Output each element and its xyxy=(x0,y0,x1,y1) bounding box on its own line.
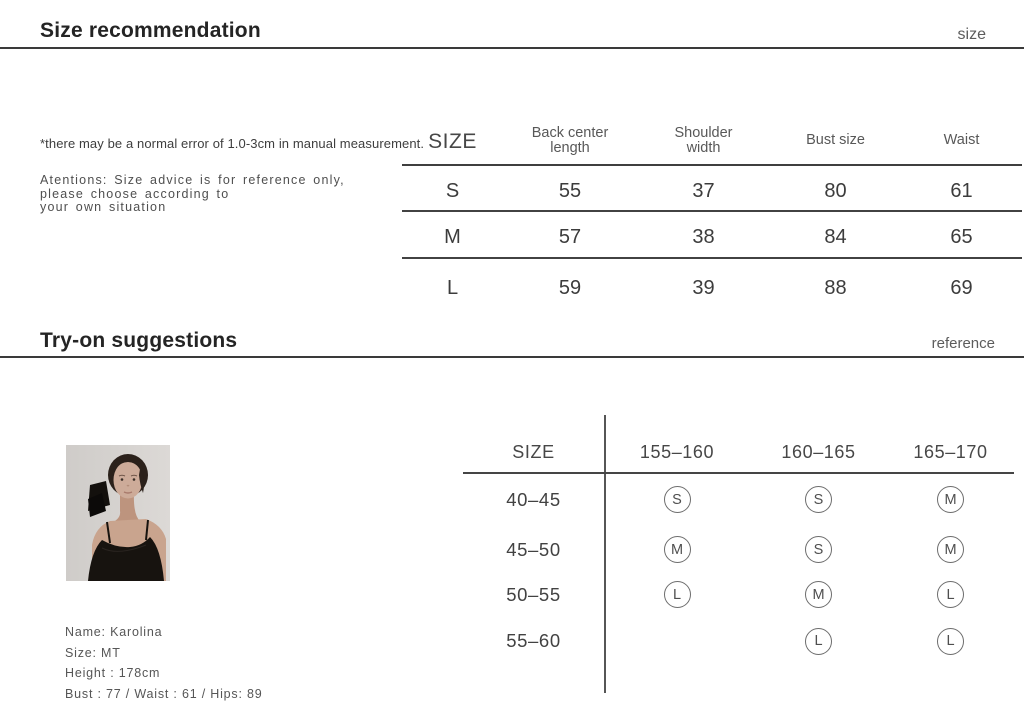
model-photo xyxy=(66,445,170,581)
tryon-table-header-divider xyxy=(463,472,1014,474)
model-portrait-illustration xyxy=(66,445,170,581)
size-table-cell: 61 xyxy=(950,179,973,202)
size-table-cell: 80 xyxy=(824,179,847,202)
size-table-cell: 88 xyxy=(824,276,847,299)
size-badge: M xyxy=(663,536,691,563)
size-badge: S xyxy=(805,486,832,513)
size-table-row-m: M 57 38 84 65 xyxy=(402,212,1022,259)
tryon-cell: S xyxy=(604,472,750,527)
tryon-header-155-160: 155–160 xyxy=(639,442,715,462)
size-table-cell: 59 xyxy=(558,276,582,299)
tryon-cell: M xyxy=(604,527,750,572)
size-table-header-bust-size: Bust size xyxy=(806,132,865,149)
tryon-table: SIZE 155–160 160–165 165–170 40–45 S S M… xyxy=(463,414,1014,694)
tryon-header-160-165: 160–165 xyxy=(781,442,856,462)
tryon-cell: M xyxy=(887,472,1014,527)
tryon-cell: S xyxy=(750,527,887,572)
attention-line: your own situation xyxy=(40,200,167,214)
tryon-cell: M xyxy=(750,572,887,617)
size-table-row-l: L 59 39 88 69 xyxy=(402,259,1022,311)
size-table-cell: 39 xyxy=(692,276,715,299)
size-badge: M xyxy=(937,486,964,513)
header-line: width xyxy=(686,140,721,156)
model-info: Name: Karolina Size: MT Height : 178cm B… xyxy=(65,622,263,704)
size-table-cell: S xyxy=(445,179,460,202)
tryon-cell xyxy=(604,617,750,665)
tryon-header-size: SIZE xyxy=(512,442,555,462)
size-table-cell: 57 xyxy=(558,226,582,248)
size-badge: S xyxy=(663,486,691,513)
corner-label-size: size xyxy=(957,26,986,43)
section-divider-top xyxy=(0,47,1024,49)
size-badge: L xyxy=(937,581,964,608)
model-measurements: Bust : 77 / Waist : 61 / Hips: 89 xyxy=(65,686,263,701)
size-table-cell: 37 xyxy=(692,179,715,202)
tryon-header-165-170: 165–170 xyxy=(913,442,988,462)
size-badge: L xyxy=(805,627,832,655)
size-badge: S xyxy=(805,536,832,563)
size-badge: L xyxy=(937,627,964,655)
size-table-header-shoulder-width: Shoulder width xyxy=(637,124,770,157)
size-table-header-size: SIZE xyxy=(428,129,477,153)
section-title-size-recommendation: Size recommendation xyxy=(40,19,261,42)
corner-label-reference: reference xyxy=(931,335,995,352)
header-line: Shoulder xyxy=(674,124,733,141)
size-table-header-back-center-length: Back center length xyxy=(503,124,637,157)
tryon-row-label: 55–60 xyxy=(506,630,561,651)
model-name: Name: Karolina xyxy=(65,625,163,639)
measurement-error-note: *there may be a normal error of 1.0-3cm … xyxy=(40,136,425,151)
size-badge: L xyxy=(663,581,691,608)
size-measurement-table: SIZE Back center length Shoulder width B… xyxy=(402,118,1022,311)
size-table-cell: 84 xyxy=(824,226,847,248)
tryon-cell: L xyxy=(887,617,1014,665)
size-table-header-row: SIZE Back center length Shoulder width B… xyxy=(402,118,1022,166)
model-height: Height : 178cm xyxy=(65,666,161,680)
size-badge: M xyxy=(937,536,964,563)
size-table-cell: 69 xyxy=(950,276,973,299)
section-divider-bottom xyxy=(0,356,1024,358)
size-table-cell: 38 xyxy=(692,226,715,248)
tryon-table-grid: SIZE 155–160 160–165 165–170 40–45 S S M… xyxy=(463,414,1014,665)
model-size: Size: MT xyxy=(65,645,121,660)
tryon-cell: L xyxy=(750,617,887,665)
size-table-cell: L xyxy=(446,276,459,299)
tryon-table-vertical-divider xyxy=(604,415,606,693)
tryon-cell: L xyxy=(604,572,750,617)
tryon-cell: L xyxy=(887,572,1014,617)
tryon-row-label: 40–45 xyxy=(506,488,561,510)
size-table-cell: 65 xyxy=(950,226,973,248)
header-line: Back center xyxy=(531,124,609,141)
attention-line: please choose according to xyxy=(40,186,230,201)
attention-line: Atentions: Size advice is for reference … xyxy=(40,173,345,187)
tryon-row-label: 50–55 xyxy=(506,583,561,605)
size-table-cell: 55 xyxy=(558,179,582,202)
attention-note: Atentions: Size advice is for reference … xyxy=(40,173,345,215)
header-line: length xyxy=(550,140,590,156)
tryon-row-label: 45–50 xyxy=(506,538,561,560)
size-table-cell: M xyxy=(444,226,461,248)
size-table-row-s: S 55 37 80 61 xyxy=(402,166,1022,212)
size-badge: M xyxy=(805,581,832,608)
tryon-cell: M xyxy=(887,527,1014,572)
section-title-try-on-suggestions: Try-on suggestions xyxy=(40,329,238,352)
size-table-header-waist: Waist xyxy=(943,132,980,149)
tryon-cell: S xyxy=(750,472,887,527)
